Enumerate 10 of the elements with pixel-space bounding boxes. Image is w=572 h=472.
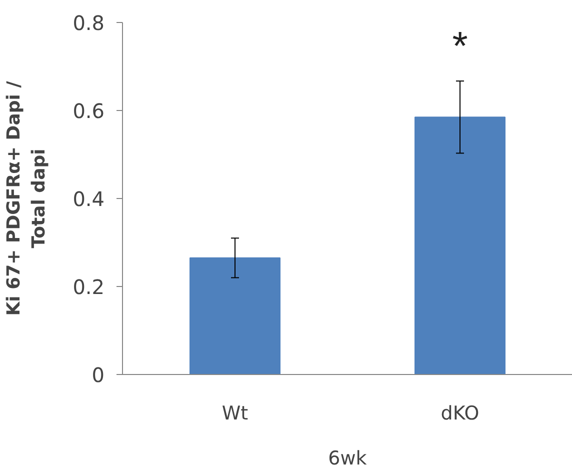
x-tick-label: Wt — [222, 402, 248, 424]
y-tick-label: 0.4 — [72, 187, 105, 211]
y-tick-label: 0.8 — [72, 11, 105, 35]
x-axis-title: 6wk — [328, 448, 367, 470]
x-tick-label: dKO — [440, 402, 480, 424]
y-axis-title: Ki 67+ PDGFRα+ Dapi / Total dapi — [3, 80, 50, 316]
annotation: * — [452, 24, 468, 68]
y-tick-label: 0.2 — [72, 275, 105, 299]
y-tick-label: 0 — [92, 363, 105, 387]
y-tick-label: 0.6 — [72, 99, 105, 123]
